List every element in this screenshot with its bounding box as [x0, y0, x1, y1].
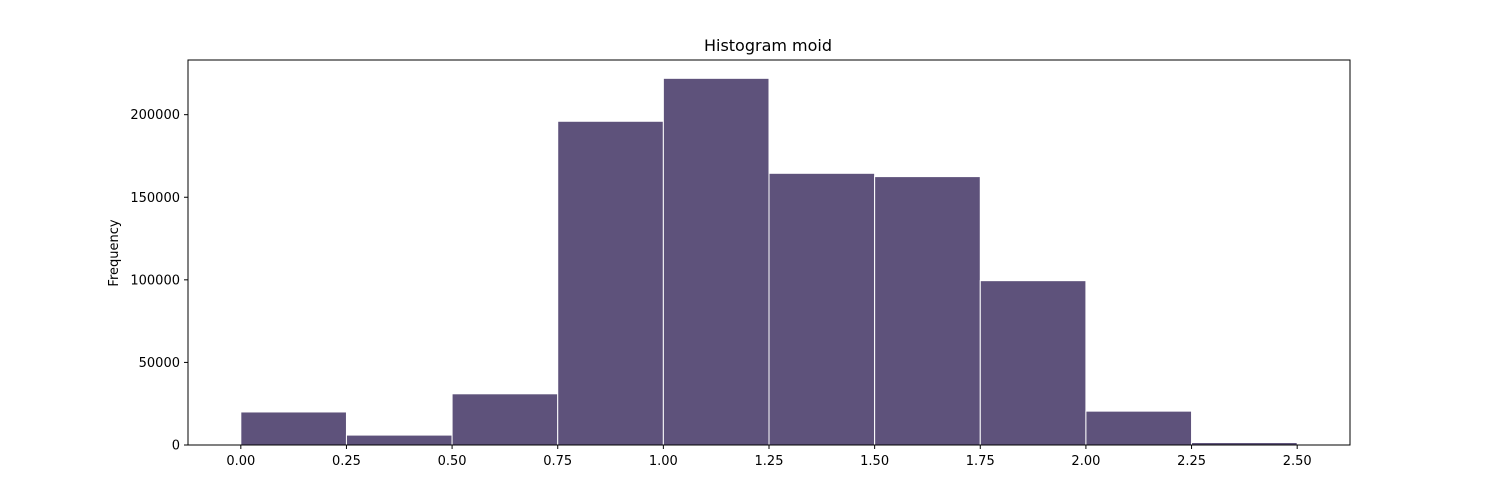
y-axis-ticks: 0 50000 100000 150000 200000	[130, 108, 188, 454]
y-tick-label: 0	[172, 439, 180, 454]
bars-group	[240, 77, 1298, 446]
histogram-bar	[768, 172, 876, 446]
histogram-bar	[557, 120, 664, 446]
y-tick-label: 50000	[139, 356, 180, 371]
x-tick-label: 1.50	[860, 454, 889, 469]
y-axis-label: Frequency	[107, 219, 122, 286]
histogram-bar	[1085, 410, 1193, 446]
x-tick-label: 1.25	[755, 454, 784, 469]
x-tick-label: 2.25	[1177, 454, 1206, 469]
y-tick-label: 100000	[130, 273, 180, 288]
x-tick-label: 0.50	[438, 454, 467, 469]
y-tick-label: 200000	[130, 108, 180, 123]
histogram-bar	[240, 411, 347, 446]
x-tick-label: 2.00	[1071, 454, 1100, 469]
x-tick-label: 2.50	[1283, 454, 1312, 469]
histogram-bar	[874, 176, 981, 446]
histogram-bar	[662, 77, 770, 446]
x-tick-label: 0.00	[226, 454, 255, 469]
x-tick-label: 1.75	[966, 454, 995, 469]
histogram-bar	[345, 434, 453, 446]
x-axis-ticks: 0.00 0.25 0.50 0.75 1.00 1.25 1.50 1.75 2.00 2.25…	[226, 445, 1312, 469]
x-tick-label: 0.75	[543, 454, 572, 469]
histogram-bar	[451, 393, 559, 446]
y-tick-label: 150000	[130, 191, 180, 206]
plot-frame	[187, 59, 1351, 446]
x-tick-label: 1.00	[649, 454, 678, 469]
chart-title: Histogram moid	[704, 36, 832, 55]
x-tick-label: 0.25	[332, 454, 361, 469]
histogram-bar	[979, 280, 1087, 446]
